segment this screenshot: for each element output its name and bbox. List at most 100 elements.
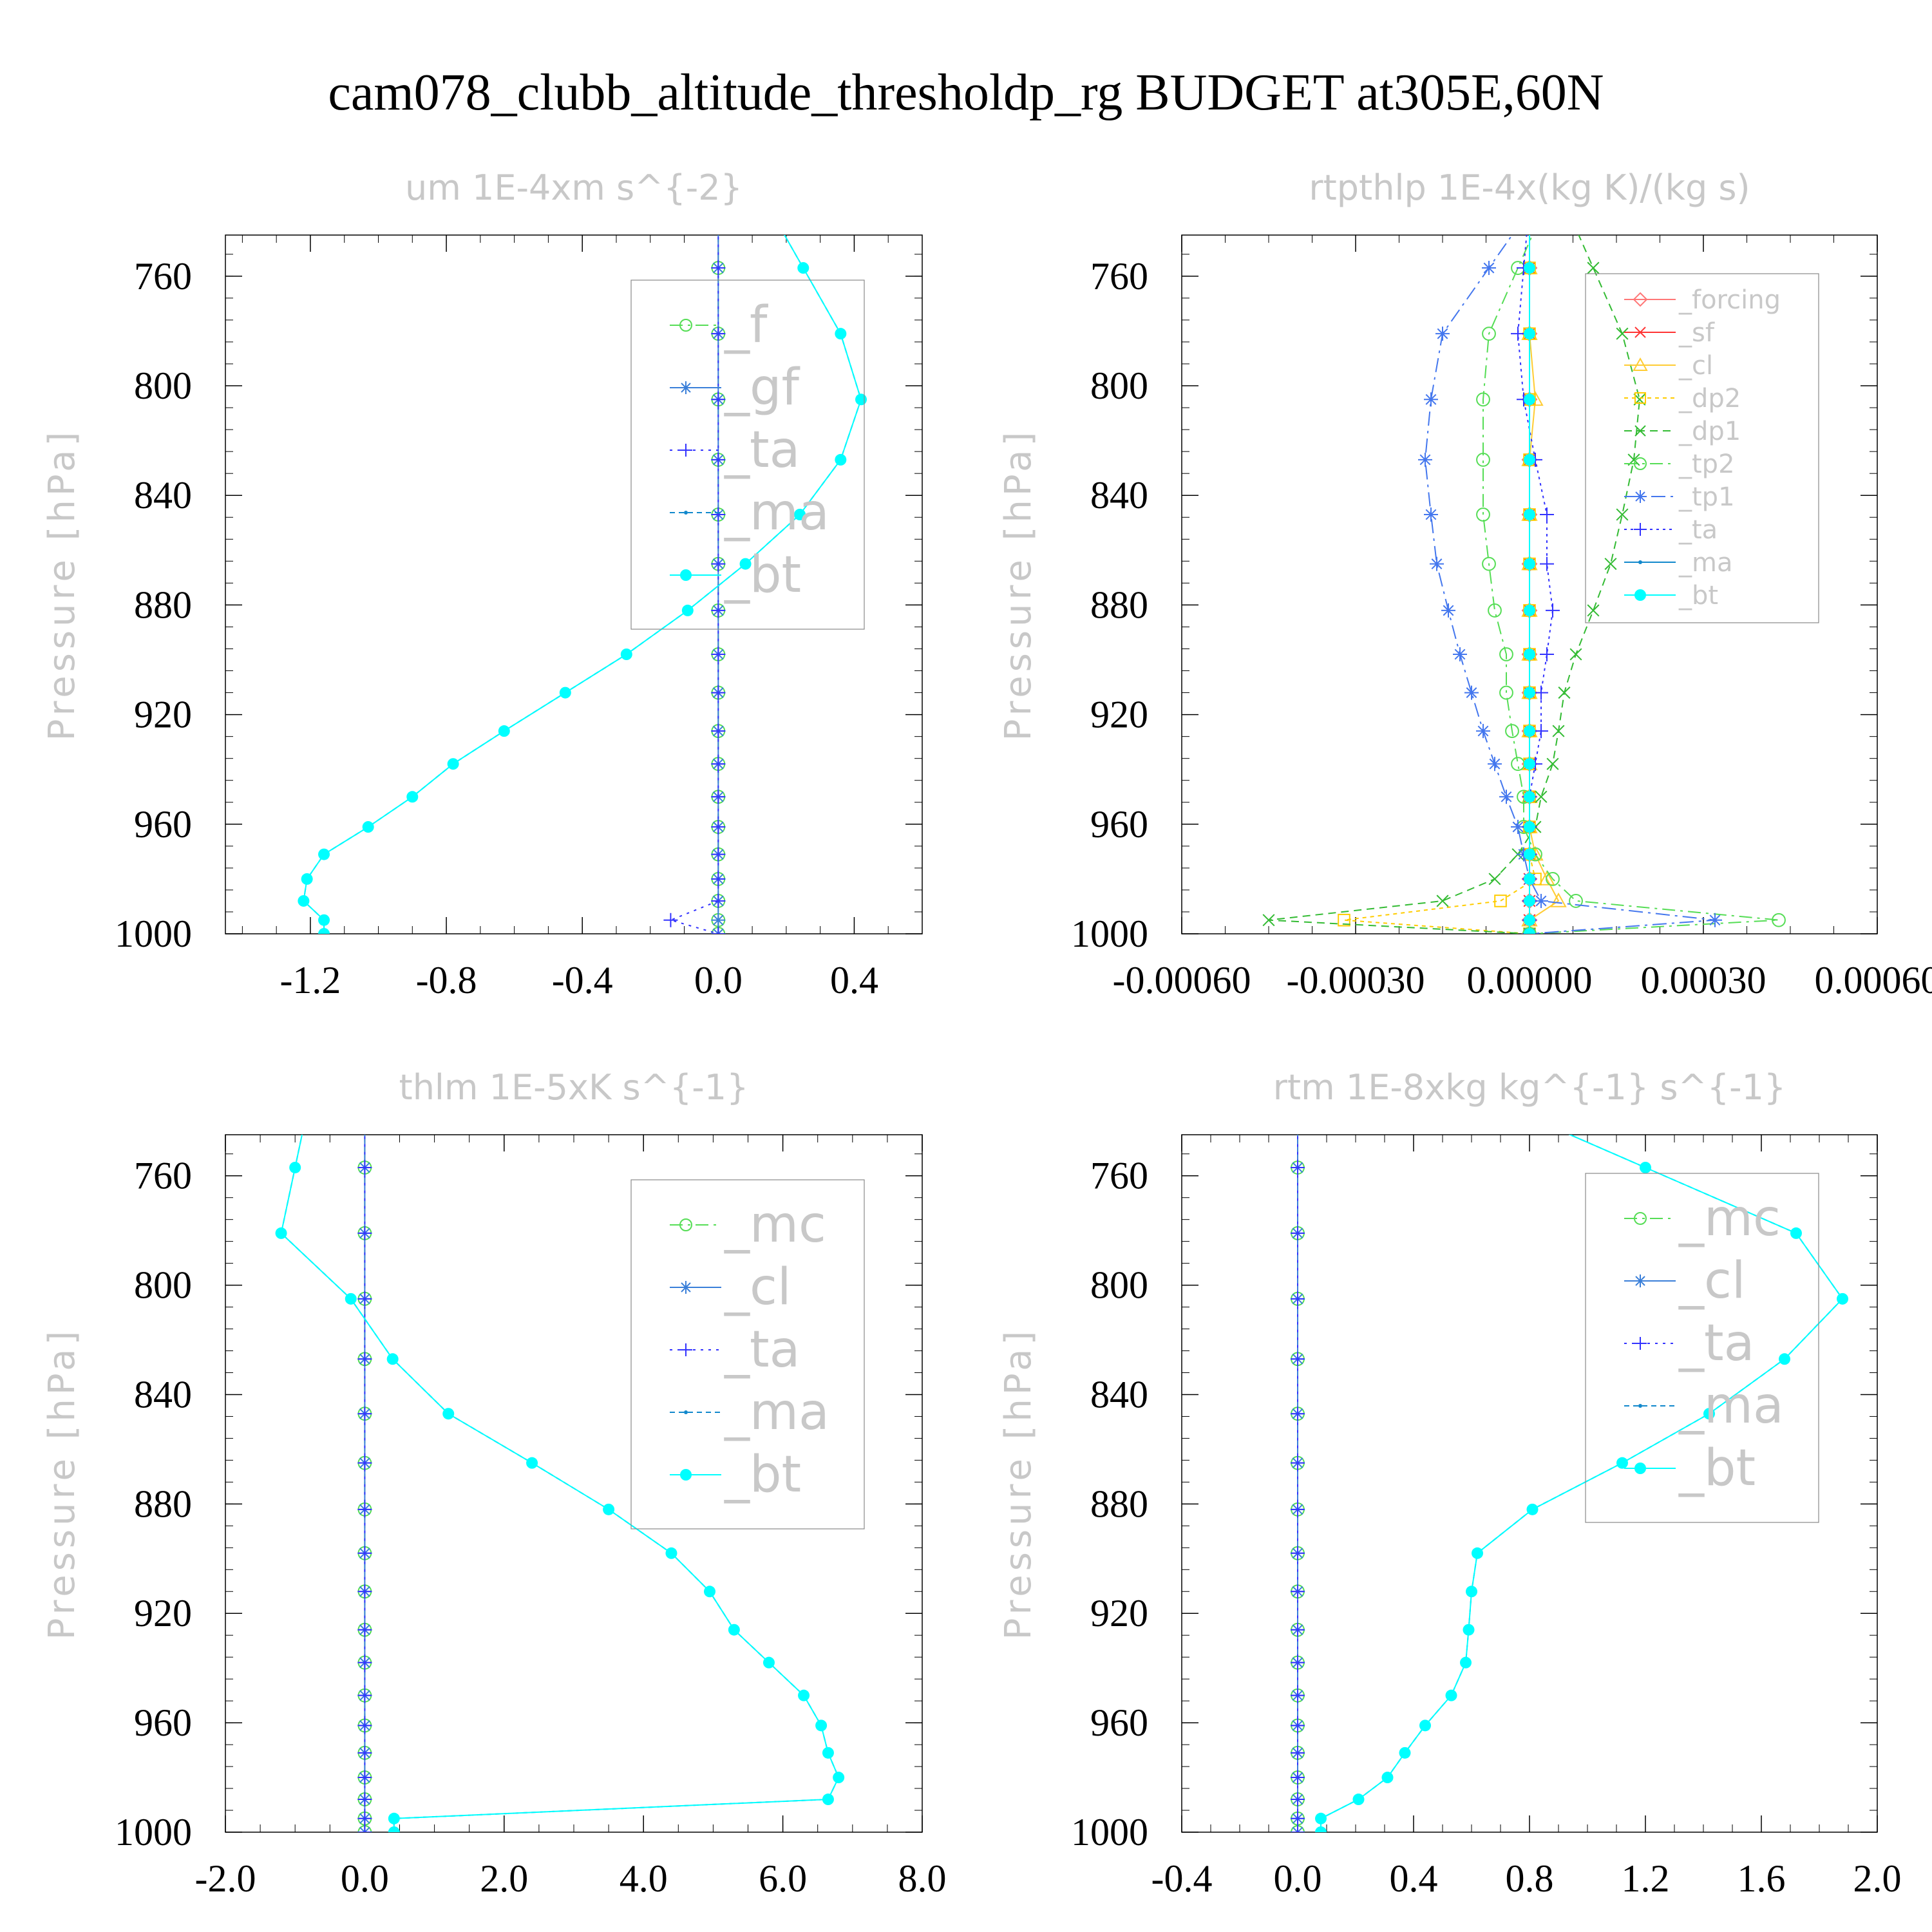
legend: _mc_cl_ta_ma_bt: [1585, 1173, 1819, 1523]
data-point: [679, 319, 692, 332]
legend-item: _ma: [1624, 1377, 1784, 1435]
data-point: [498, 725, 510, 737]
data-point: [386, 1353, 399, 1365]
data-point: [388, 1812, 400, 1824]
data-point: [1640, 1161, 1651, 1173]
data-point: [822, 1747, 834, 1759]
data-point: [663, 913, 678, 927]
data-point: [1616, 327, 1629, 340]
data-point: [1837, 1293, 1848, 1305]
data-point: [798, 1689, 810, 1701]
legend-item: _ma: [1624, 548, 1732, 578]
data-point: [1494, 895, 1507, 907]
legend-label: _mc: [724, 1196, 826, 1254]
data-point: [1476, 392, 1490, 407]
y-tick-label: 880: [1090, 1482, 1148, 1525]
data-point: [1569, 648, 1582, 661]
data-point: [1338, 913, 1350, 927]
legend-box: [1585, 273, 1819, 623]
data-point: [275, 1227, 287, 1239]
legend-label: _ta: [1678, 515, 1718, 545]
data-point: [357, 1584, 372, 1599]
data-point: [822, 1794, 834, 1806]
data-point: [679, 1281, 692, 1294]
data-point: [1638, 1404, 1642, 1408]
legend-label: _ta: [724, 1321, 800, 1379]
series-dp2: [1338, 235, 1542, 934]
data-point: [1633, 292, 1648, 307]
data-point: [442, 1408, 455, 1420]
data-point: [1534, 685, 1548, 700]
data-point: [357, 1622, 372, 1637]
x-tick-label: -0.8: [416, 959, 477, 1001]
y-tick-label: 1000: [1071, 913, 1148, 955]
data-point: [711, 893, 726, 908]
data-point: [665, 1547, 677, 1559]
data-point: [1558, 687, 1571, 699]
x-tick-label: -0.4: [1151, 1857, 1213, 1900]
chart-panel-3: thlm 1E-5xK s^{-1} Pressure [hPa] 760 800 84…: [41, 1067, 947, 1900]
legend-box: [630, 279, 865, 630]
legend-label: _ma: [1678, 1377, 1784, 1435]
chart-panel-2: rtpthlp 1E-4x(kg K)/(kg s) Pressure [hPa]…: [998, 167, 1932, 1001]
y-tick-label: 760: [134, 255, 192, 298]
data-point: [1708, 913, 1722, 927]
data-point: [703, 1586, 715, 1598]
data-point: [711, 327, 726, 341]
y-tick-label: 1000: [115, 1811, 192, 1853]
data-point: [1511, 327, 1525, 341]
data-point: [711, 790, 726, 804]
legend-item: _ma: [670, 484, 829, 542]
legend: _mc_cl_ta_ma_bt: [630, 1179, 865, 1530]
data-point: [1524, 558, 1535, 570]
data-point: [1524, 604, 1535, 616]
data-point: [289, 1161, 301, 1173]
legend-label: _tp2: [1678, 450, 1735, 479]
y-tick-label: 1000: [115, 913, 192, 955]
plot-area: [1262, 235, 1786, 934]
data-point: [1634, 392, 1646, 404]
chart-panel-1: um 1E-4xm s^{-2} Pressure [hPa] 760 800 840 8…: [41, 167, 923, 1001]
panel-title: rtm 1E-8xkg kg^{-1} s^{-1}: [1273, 1067, 1786, 1108]
data-point: [679, 444, 692, 457]
legend-item: _dp1: [1624, 417, 1741, 446]
y-tick-label: 920: [1090, 1592, 1148, 1634]
data-point: [1511, 820, 1525, 835]
data-point: [1524, 758, 1535, 770]
data-point: [1535, 790, 1548, 803]
data-point: [1441, 603, 1455, 618]
y-tick-label: 840: [134, 474, 192, 516]
legend-label: _tp1: [1678, 482, 1735, 512]
legend: _forcing_sf_cl _dp2 _dp1 _tp2 _tp1_ta_ma_bt: [1585, 273, 1819, 623]
x-tick-label: 0.8: [1506, 1857, 1554, 1900]
data-point: [1482, 327, 1496, 341]
y-tick-label: 1000: [1071, 1811, 1148, 1853]
data-point: [1634, 425, 1646, 437]
legend-label: _sf: [1678, 318, 1715, 348]
data-point: [1634, 1463, 1646, 1474]
y-tick-label: 760: [1090, 1155, 1148, 1197]
data-point: [1291, 1226, 1305, 1240]
legend-label: _cl: [1678, 1252, 1746, 1310]
data-point: [1476, 453, 1490, 467]
data-point: [815, 1719, 828, 1732]
data-point: [1524, 848, 1535, 860]
data-point: [1291, 1352, 1305, 1367]
legend-item: _ta: [1624, 1314, 1754, 1372]
data-point: [362, 821, 374, 833]
x-tick-label: 0.00030: [1641, 959, 1766, 1001]
legend-item: _ta: [670, 421, 800, 479]
data-point: [1634, 523, 1647, 536]
legend-label: _ma: [1678, 548, 1732, 578]
data-point: [357, 1291, 372, 1306]
x-tick-label: -0.00060: [1113, 959, 1251, 1001]
data-point: [1399, 1747, 1411, 1759]
x-tick-label: -0.4: [552, 959, 613, 1001]
data-point: [1634, 1274, 1647, 1287]
legend-label: _dp2: [1678, 384, 1741, 413]
legend-label: _cl: [1678, 351, 1713, 381]
data-point: [1499, 790, 1513, 804]
data-point: [797, 262, 810, 274]
data-point: [1436, 895, 1449, 907]
data-point: [1466, 1586, 1477, 1598]
